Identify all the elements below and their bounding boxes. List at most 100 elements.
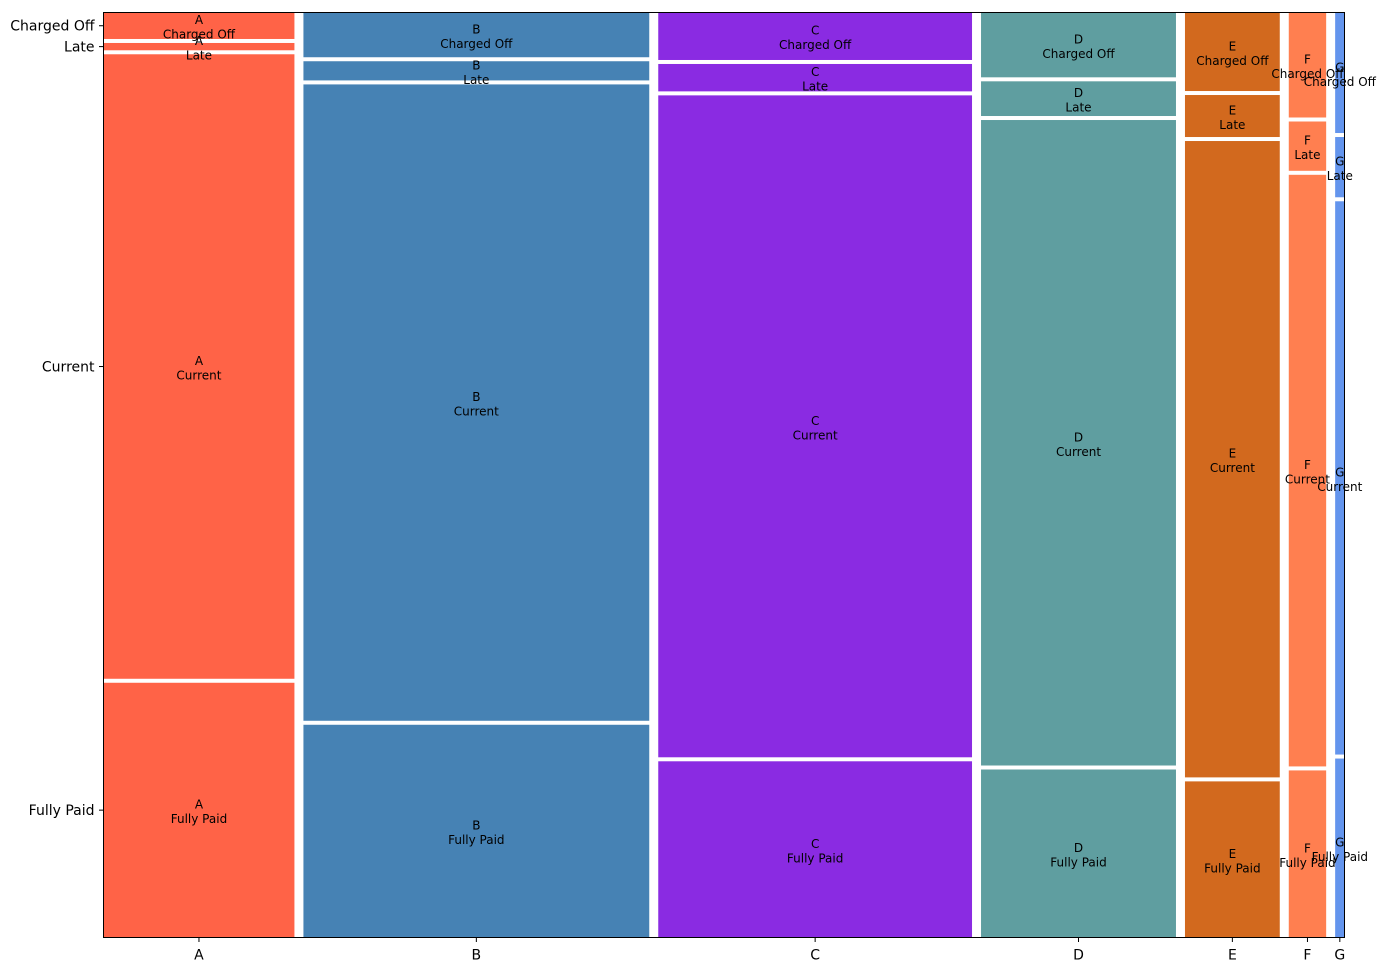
cell-b-fully-paid: [303, 724, 650, 938]
x-tick-label-a: A: [194, 948, 204, 964]
cell-label-b-current-category: B: [472, 390, 480, 404]
cell-b-current: [303, 84, 650, 721]
cell-label-e-charged-off-category: E: [1229, 39, 1237, 53]
cell-f-charged-off: [1288, 12, 1327, 118]
cell-label-f-fully-paid-category: F: [1304, 841, 1311, 855]
cell-label-g-late-status: Late: [1327, 169, 1353, 183]
cell-label-b-charged-off-category: B: [472, 22, 480, 36]
cell-label-g-fully-paid-status: Fully Paid: [1312, 850, 1368, 864]
cell-label-d-current-category: D: [1074, 430, 1083, 444]
cell-label-c-charged-off-category: C: [811, 24, 819, 38]
cell-label-e-charged-off-status: Charged Off: [1196, 54, 1269, 68]
cell-label-e-fully-paid-status: Fully Paid: [1204, 861, 1260, 875]
cell-label-d-charged-off-category: D: [1074, 32, 1083, 46]
cell-e-fully-paid: [1184, 781, 1280, 938]
cell-label-c-current-category: C: [811, 414, 819, 428]
cell-label-f-current-category: F: [1304, 458, 1311, 472]
cell-label-d-late-category: D: [1074, 86, 1083, 100]
cell-label-c-late-category: C: [811, 65, 819, 79]
cell-f-late: [1288, 121, 1327, 171]
x-tick-label-c: C: [810, 948, 820, 964]
x-tick-label-f: F: [1303, 948, 1311, 964]
cell-c-late: [658, 63, 973, 92]
cell-d-current: [981, 120, 1176, 766]
cell-g-late: [1335, 137, 1345, 198]
cell-label-e-fully-paid-category: E: [1229, 847, 1237, 861]
cell-f-current: [1288, 174, 1327, 767]
cell-d-fully-paid: [981, 769, 1176, 938]
cell-label-d-charged-off-status: Charged Off: [1042, 47, 1115, 61]
cell-label-a-current-category: A: [195, 354, 204, 368]
cell-c-fully-paid: [658, 761, 973, 938]
cell-a-late: [103, 42, 295, 51]
cell-label-f-current-status: Current: [1285, 473, 1330, 487]
cell-label-a-late-category: A: [195, 34, 204, 48]
cell-label-d-fully-paid-status: Fully Paid: [1050, 856, 1106, 870]
cell-label-b-fully-paid-category: B: [472, 819, 480, 833]
cell-label-d-late-status: Late: [1065, 101, 1091, 115]
mosaic-cells: [103, 12, 1345, 938]
y-axis-ticks: Fully Paid Current Late Charged Off: [10, 19, 104, 819]
cell-label-a-late-status: Late: [186, 49, 212, 63]
cell-d-late: [981, 81, 1176, 117]
cell-label-a-fully-paid-category: A: [195, 798, 204, 812]
cell-label-d-fully-paid-category: D: [1074, 841, 1083, 855]
cell-label-g-fully-paid-category: G: [1335, 836, 1344, 850]
x-tick-label-b: B: [472, 948, 482, 964]
cell-label-c-charged-off-status: Charged Off: [779, 38, 852, 52]
cell-label-c-late-status: Late: [802, 80, 828, 94]
cell-label-g-current-category: G: [1335, 465, 1344, 479]
cell-g-charged-off: [1335, 12, 1345, 134]
cell-label-e-current-category: E: [1229, 447, 1237, 461]
cell-label-b-late-status: Late: [463, 73, 489, 87]
cell-label-f-charged-off-status: Charged Off: [1271, 67, 1344, 81]
cell-label-b-current-status: Current: [454, 405, 499, 419]
cell-label-a-charged-off-category: A: [195, 13, 204, 27]
cell-label-c-fully-paid-category: C: [811, 837, 819, 851]
cell-f-fully-paid: [1288, 770, 1327, 938]
cell-e-late: [1184, 95, 1280, 138]
cell-label-a-charged-off-status: Charged Off: [163, 28, 236, 42]
cell-a-fully-paid: [103, 682, 295, 938]
cell-a-current: [103, 54, 295, 679]
cell-e-charged-off: [1184, 12, 1280, 92]
cell-label-g-charged-off-status: Charged Off: [1304, 75, 1377, 89]
cell-b-charged-off: [303, 12, 650, 58]
cell-c-current: [658, 95, 973, 758]
cell-d-charged-off: [981, 12, 1176, 78]
cell-c-charged-off: [658, 12, 973, 60]
cell-e-current: [1184, 141, 1280, 778]
x-tick-label-d: D: [1073, 948, 1084, 964]
cell-label-b-late-category: B: [472, 58, 480, 72]
cell-label-b-charged-off-status: Charged Off: [440, 37, 513, 51]
cell-label-e-late-category: E: [1229, 104, 1237, 118]
y-tick-label-current: Current: [42, 360, 95, 376]
cell-label-f-late-status: Late: [1294, 148, 1320, 162]
cell-g-current: [1335, 201, 1345, 755]
cell-label-f-fully-paid-status: Fully Paid: [1279, 856, 1335, 870]
cell-label-a-current-status: Current: [176, 369, 221, 383]
x-tick-label-e: E: [1228, 948, 1237, 964]
cell-label-g-charged-off-category: G: [1335, 60, 1344, 74]
cell-label-e-late-status: Late: [1219, 118, 1245, 132]
cell-label-f-charged-off-category: F: [1304, 53, 1311, 67]
cell-label-e-current-status: Current: [1210, 461, 1255, 475]
cell-label-g-late-category: G: [1335, 155, 1344, 169]
cell-g-fully-paid: [1335, 758, 1345, 938]
cell-label-g-current-status: Current: [1317, 480, 1362, 494]
cell-a-charged-off: [103, 12, 295, 39]
cell-label-f-late-category: F: [1304, 134, 1311, 148]
cell-label-c-fully-paid-status: Fully Paid: [787, 851, 843, 865]
x-axis-ticks: A B C D E F G: [194, 937, 1345, 964]
cell-label-b-fully-paid-status: Fully Paid: [448, 833, 504, 847]
cell-b-late: [303, 61, 650, 81]
cell-label-a-fully-paid-status: Fully Paid: [171, 812, 227, 826]
y-tick-label-charged-off: Charged Off: [10, 19, 95, 35]
x-tick-label-g: G: [1334, 948, 1345, 964]
cell-label-d-current-status: Current: [1056, 445, 1101, 459]
plot-frame: [103, 12, 1345, 938]
y-tick-label-fully-paid: Fully Paid: [29, 803, 95, 819]
y-tick-label-late: Late: [64, 40, 94, 56]
